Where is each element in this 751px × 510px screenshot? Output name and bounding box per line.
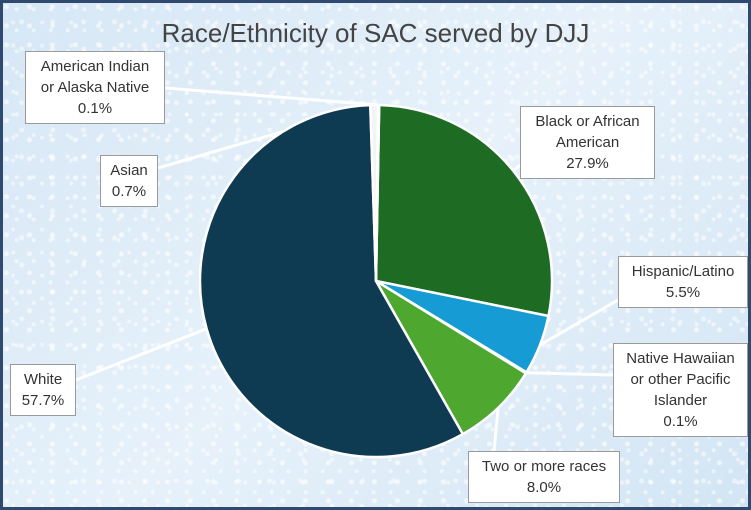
label-white: White 57.7% bbox=[10, 364, 76, 416]
label-percent: 0.7% bbox=[111, 183, 147, 200]
label-native-hawaiian-pacific-islander: Native Hawaiian or other Pacific Islande… bbox=[613, 343, 748, 437]
label-line: or Alaska Native bbox=[40, 79, 150, 96]
pie-slice bbox=[374, 103, 554, 318]
label-line: Hispanic/Latino bbox=[631, 263, 735, 280]
leader-line bbox=[526, 371, 614, 377]
label-two-or-more-races: Two or more races 8.0% bbox=[468, 451, 620, 503]
label-american-indian-alaska-native: American Indian or Alaska Native 0.1% bbox=[25, 51, 165, 124]
label-line: Asian bbox=[110, 162, 148, 179]
label-percent: 8.0% bbox=[526, 479, 562, 496]
label-line: Black or African bbox=[535, 113, 640, 130]
label-percent: 0.1% bbox=[663, 413, 698, 430]
leader-line bbox=[512, 163, 521, 172]
label-percent: 0.1% bbox=[77, 100, 113, 117]
label-hispanic-latino: Hispanic/Latino 5.5% bbox=[618, 256, 748, 308]
label-line: American bbox=[555, 134, 620, 151]
pie-slice bbox=[374, 279, 528, 436]
pie-slice bbox=[198, 103, 465, 459]
leader-line bbox=[164, 86, 379, 107]
leader-line bbox=[539, 298, 619, 347]
leader-line bbox=[75, 327, 208, 382]
label-line: or other Pacific bbox=[630, 371, 731, 388]
pie-slice bbox=[374, 103, 381, 283]
label-percent: 5.5% bbox=[665, 284, 701, 301]
label-asian: Asian 0.7% bbox=[100, 155, 158, 207]
label-line: American Indian bbox=[40, 58, 150, 75]
label-line: White bbox=[23, 371, 63, 388]
leader-line bbox=[492, 407, 500, 452]
label-line: Two or more races bbox=[481, 458, 607, 475]
label-line: Native Hawaiian bbox=[626, 350, 735, 367]
label-line: Islander bbox=[653, 392, 708, 409]
label-percent: 27.9% bbox=[566, 155, 609, 172]
chart-title: Race/Ethnicity of SAC served by DJJ bbox=[161, 18, 590, 48]
label-black-african-american: Black or African American 27.9% bbox=[520, 106, 655, 179]
label-percent: 57.7% bbox=[21, 392, 65, 409]
